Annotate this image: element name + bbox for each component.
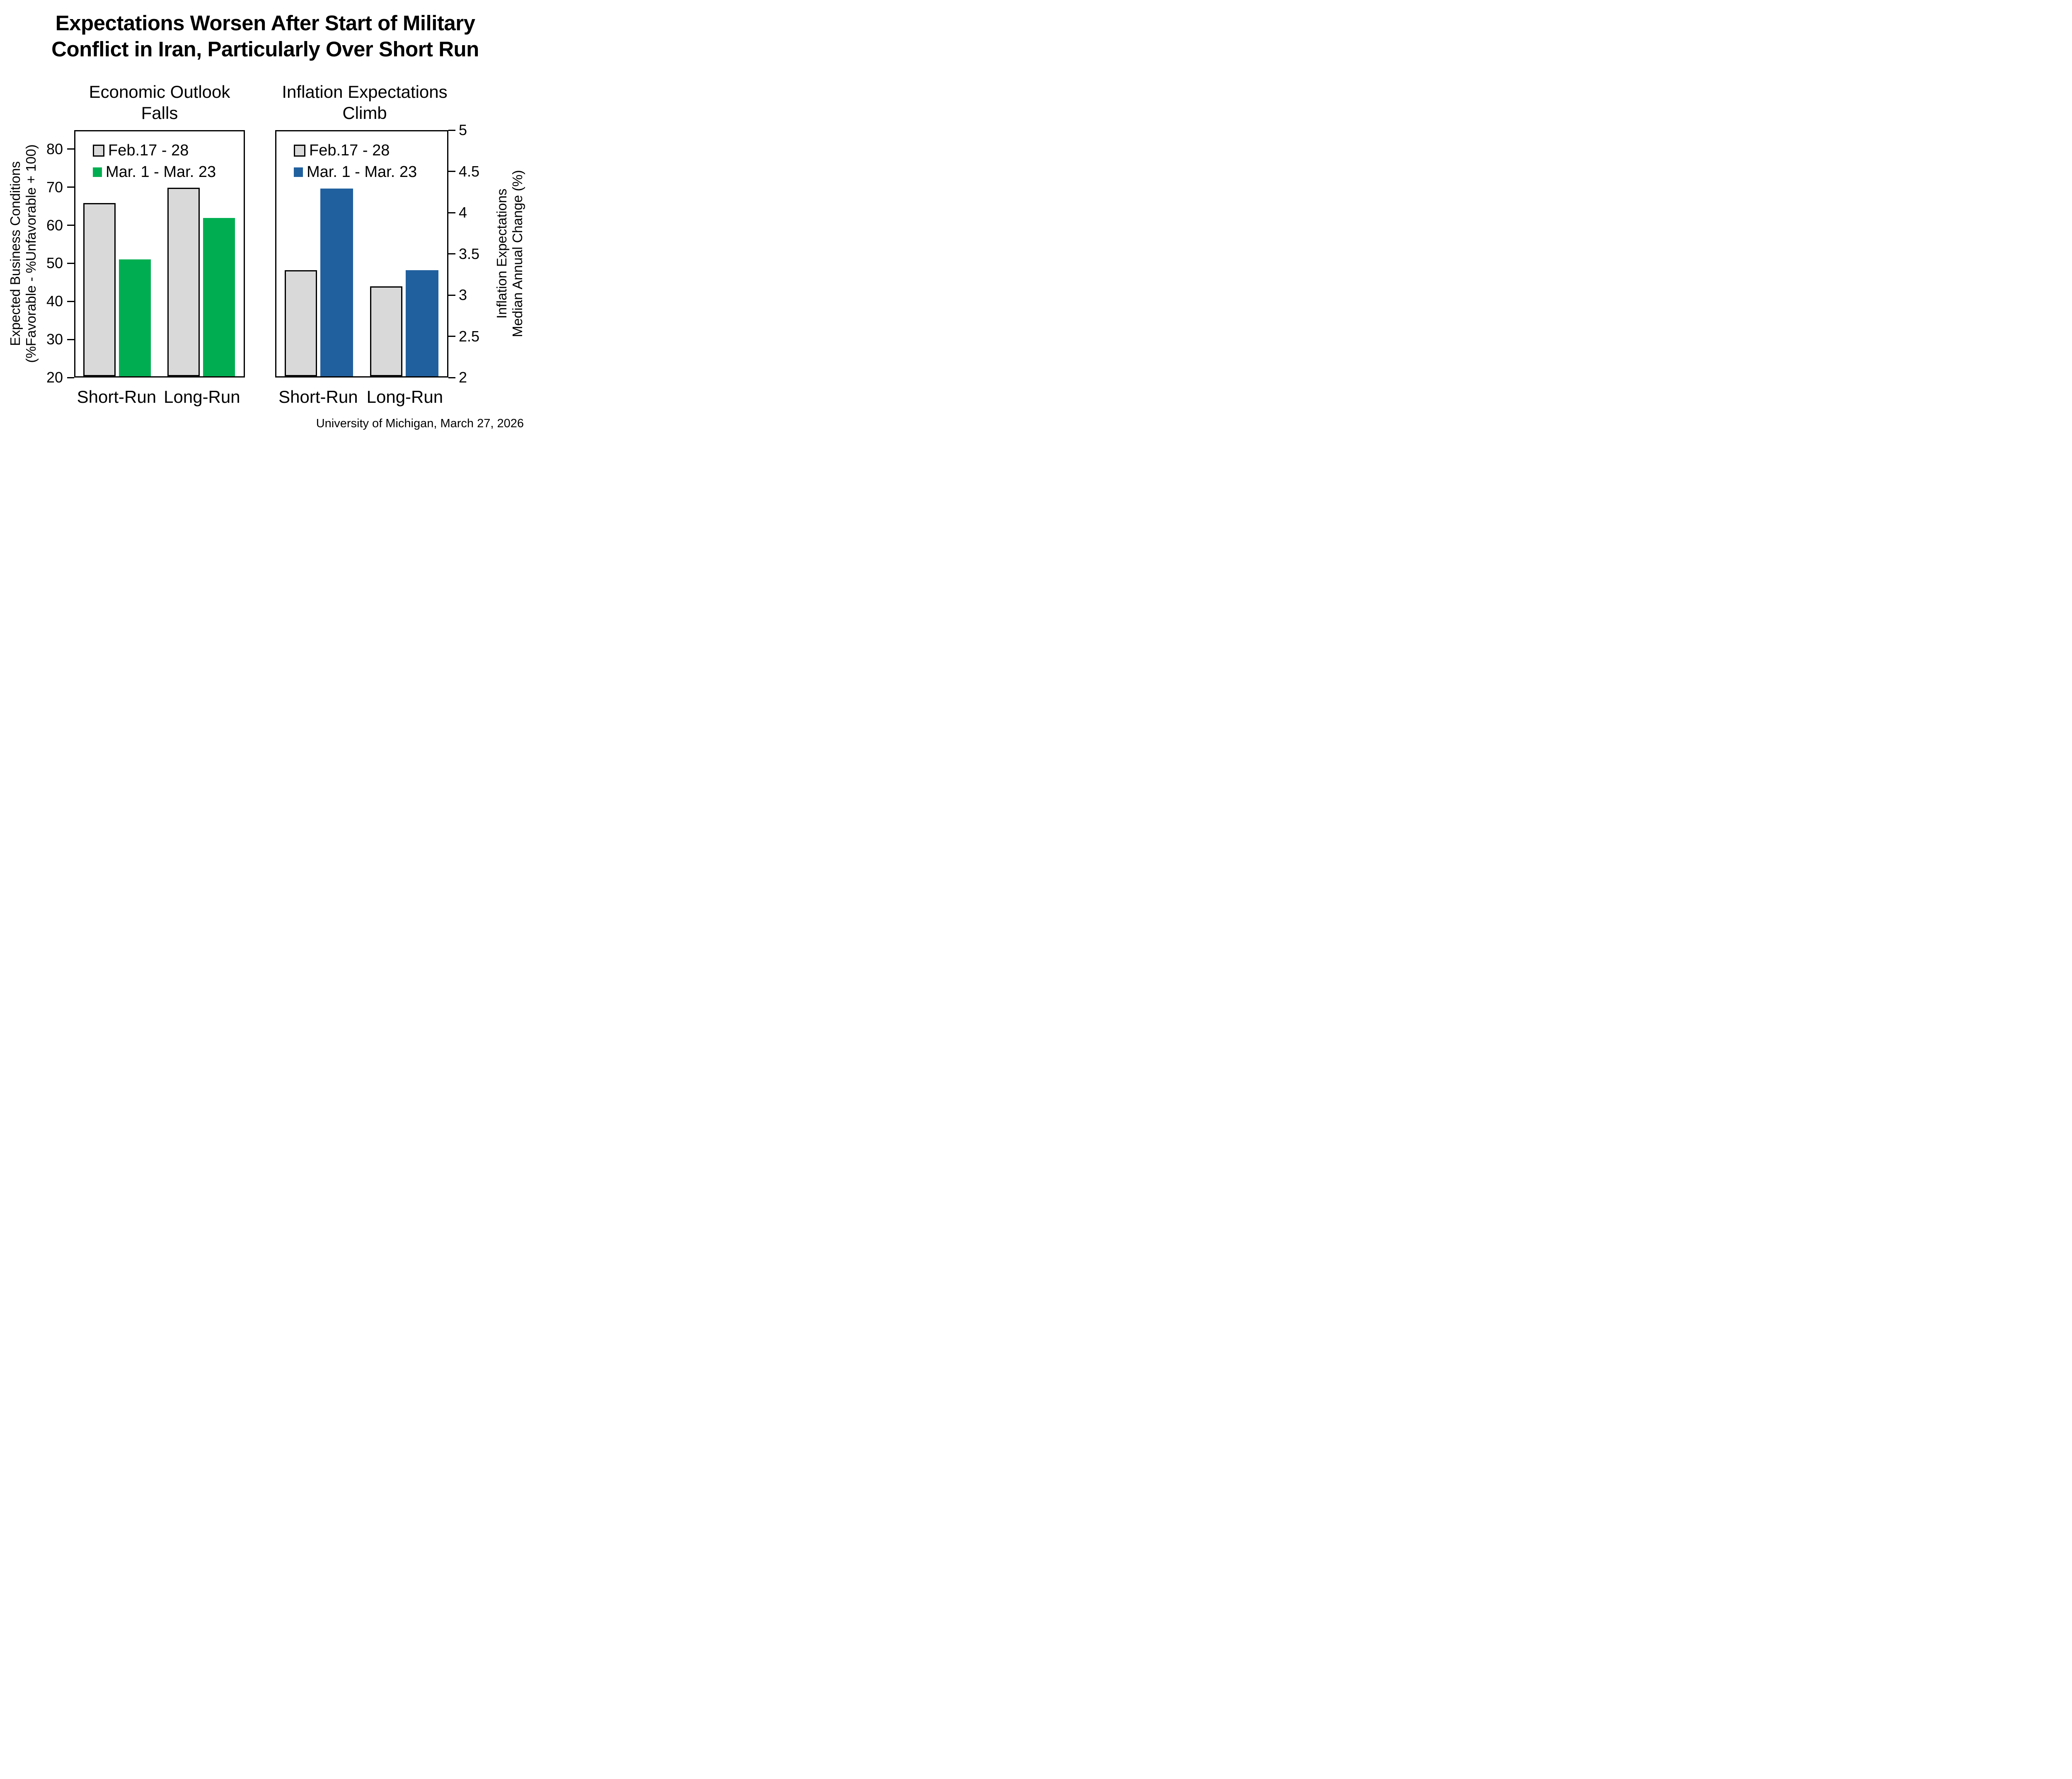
y-axis-tick <box>67 300 74 302</box>
y-axis-tick <box>448 171 455 172</box>
bar-short-run-feb <box>83 203 116 376</box>
right-y-axis-title: Inflation Expectations Median Annual Cha… <box>494 109 525 399</box>
x-category-label: Short-Run <box>278 387 358 407</box>
bar-short-run-mar <box>320 188 353 376</box>
y-axis-tick <box>67 186 74 188</box>
left-y-axis-title-line1: Expected Business Conditions <box>7 161 23 346</box>
y-axis-tick <box>448 212 455 213</box>
main-title: Expectations Worsen After Start of Milit… <box>0 10 530 62</box>
legend-swatch-feb <box>294 144 305 157</box>
legend-label-feb: Feb.17 - 28 <box>108 141 189 159</box>
legend-row-mar: Mar. 1 - Mar. 23 <box>93 163 216 181</box>
legend-label-feb: Feb.17 - 28 <box>309 141 390 159</box>
x-category-label: Long-Run <box>164 387 240 407</box>
bar-long-run-mar <box>203 218 235 376</box>
y-axis-tick-label: 2 <box>459 369 467 386</box>
legend-label-mar: Mar. 1 - Mar. 23 <box>307 163 417 181</box>
legend-row-feb: Feb.17 - 28 <box>93 141 216 160</box>
y-axis-tick <box>448 129 455 131</box>
left-legend: Feb.17 - 28 Mar. 1 - Mar. 23 <box>93 141 216 184</box>
right-plot-area: Feb.17 - 28 Mar. 1 - Mar. 23 <box>275 130 448 378</box>
source-attribution: University of Michigan, March 27, 2026 <box>316 417 524 430</box>
y-axis-tick <box>448 253 455 254</box>
y-axis-tick-label: 30 <box>46 331 63 348</box>
bar-long-run-mar <box>406 270 438 376</box>
left-chart-title: Economic Outlook Falls <box>68 81 251 123</box>
y-axis-tick <box>448 294 455 296</box>
y-axis-tick-label: 4.5 <box>459 162 480 180</box>
y-axis-tick <box>448 377 455 378</box>
y-axis-tick <box>67 225 74 226</box>
right-chart-title-line2: Climb <box>342 103 387 123</box>
bar-short-run-feb <box>284 270 317 376</box>
legend-row-feb: Feb.17 - 28 <box>294 141 417 160</box>
legend-swatch-mar <box>294 167 303 177</box>
y-axis-tick-label: 70 <box>46 178 63 196</box>
left-bars-group <box>75 131 244 376</box>
left-plot-area: Feb.17 - 28 Mar. 1 - Mar. 23 <box>74 130 245 378</box>
legend-swatch-mar <box>93 167 102 177</box>
y-axis-tick-label: 20 <box>46 369 63 386</box>
y-axis-tick-label: 2.5 <box>459 327 480 345</box>
y-axis-tick-label: 5 <box>459 121 467 138</box>
y-axis-tick-label: 80 <box>46 140 63 157</box>
legend-label-mar: Mar. 1 - Mar. 23 <box>106 163 216 181</box>
y-axis-tick-label: 60 <box>46 216 63 234</box>
right-bars-group <box>276 131 447 376</box>
legend-row-mar: Mar. 1 - Mar. 23 <box>294 163 417 181</box>
y-axis-tick-label: 4 <box>459 204 467 221</box>
y-axis-tick <box>67 262 74 264</box>
y-axis-tick-label: 3.5 <box>459 245 480 262</box>
right-legend: Feb.17 - 28 Mar. 1 - Mar. 23 <box>294 141 417 184</box>
right-y-axis-title-line2: Median Annual Change (%) <box>510 170 525 337</box>
legend-swatch-feb <box>93 144 104 157</box>
x-category-label: Long-Run <box>366 387 443 407</box>
bar-long-run-feb <box>370 286 403 376</box>
bar-short-run-mar <box>119 259 151 376</box>
bar-long-run-feb <box>167 188 200 376</box>
right-chart-title: Inflation Expectations Climb <box>267 81 462 123</box>
main-title-line2: Conflict in Iran, Particularly Over Shor… <box>51 37 479 61</box>
left-chart-title-line2: Falls <box>141 103 178 123</box>
right-y-axis-title-line1: Inflation Expectations <box>494 189 509 319</box>
y-axis-tick <box>67 377 74 378</box>
left-chart-title-line1: Economic Outlook <box>89 82 230 102</box>
x-category-label: Short-Run <box>77 387 157 407</box>
main-title-line1: Expectations Worsen After Start of Milit… <box>55 11 475 35</box>
y-axis-tick <box>67 339 74 340</box>
y-axis-tick-label: 3 <box>459 286 467 303</box>
y-axis-tick-label: 50 <box>46 254 63 272</box>
right-chart-title-line1: Inflation Expectations <box>282 82 448 102</box>
y-axis-tick <box>448 336 455 337</box>
y-axis-tick <box>67 148 74 150</box>
figure-page: Expectations Worsen After Start of Milit… <box>0 0 530 445</box>
y-axis-tick-label: 40 <box>46 293 63 310</box>
